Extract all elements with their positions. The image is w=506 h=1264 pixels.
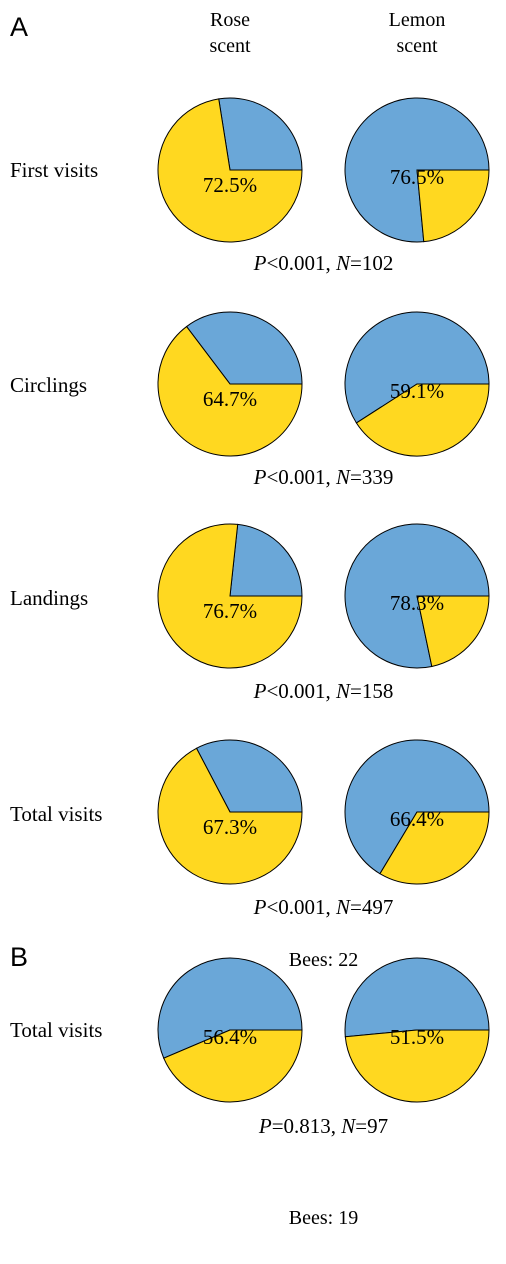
panel-a-letter: A — [10, 12, 28, 42]
rose-pie-percent-label: 67.3% — [203, 815, 257, 839]
stats-label: P=0.813, N=97 — [258, 1114, 388, 1138]
bees-count-a: Bees: 22 — [289, 949, 358, 971]
lemon-pie-percent-label: 59.1% — [390, 379, 444, 403]
row-label: First visits — [10, 158, 98, 182]
rose-pie-yellow-slice — [157, 523, 303, 669]
lemon-pie-percent-label: 66.4% — [390, 807, 444, 831]
column-header: Rose scent — [209, 9, 251, 57]
rose-pie-percent-label: 64.7% — [203, 387, 257, 411]
lemon-pie-percent-label: 78.3% — [390, 591, 444, 615]
lemon-pie-blue-slice — [344, 311, 490, 424]
rose-pie-blue-slice — [229, 523, 303, 597]
rose-pie-percent-label: 72.5% — [203, 173, 257, 197]
stats-label: P<0.001, N=158 — [253, 679, 394, 703]
lemon-pie-blue-slice — [344, 957, 490, 1038]
stats-label: P<0.001, N=497 — [253, 895, 394, 919]
stats-label: P<0.001, N=102 — [253, 251, 394, 275]
rose-pie-yellow-slice — [163, 1029, 303, 1103]
row-label: Circlings — [10, 373, 87, 397]
rose-pie-blue-slice — [185, 311, 303, 385]
rose-pie-percent-label: 76.7% — [203, 599, 257, 623]
rose-pie-blue-slice — [157, 957, 303, 1059]
row-label: Total visits — [10, 1018, 102, 1042]
bees-count-b: Bees: 19 — [289, 1207, 358, 1229]
rose-pie-percent-label: 56.4% — [203, 1025, 257, 1049]
rose-pie-blue-slice — [195, 739, 303, 813]
column-header: Lemon scent — [389, 9, 446, 57]
rose-pie-yellow-slice — [157, 98, 303, 243]
lemon-pie-percent-label: 76.5% — [390, 165, 444, 189]
lemon-pie-blue-slice — [344, 523, 490, 669]
lemon-pie-blue-slice — [344, 739, 490, 875]
lemon-pie-yellow-slice — [379, 811, 490, 885]
rose-pie-yellow-slice — [157, 325, 303, 457]
lemon-pie-yellow-slice — [344, 1029, 490, 1103]
lemon-pie-yellow-slice — [416, 595, 490, 668]
row-label: Landings — [10, 586, 88, 610]
lemon-pie-yellow-slice — [355, 383, 490, 457]
stats-label: P<0.001, N=339 — [253, 465, 394, 489]
panel-b-letter: B — [10, 942, 28, 972]
lemon-pie-percent-label: 51.5% — [390, 1025, 444, 1049]
row-label: Total visits — [10, 802, 102, 826]
rose-pie-blue-slice — [218, 97, 303, 171]
lemon-pie-yellow-slice — [416, 169, 490, 243]
rose-pie-yellow-slice — [157, 747, 303, 885]
